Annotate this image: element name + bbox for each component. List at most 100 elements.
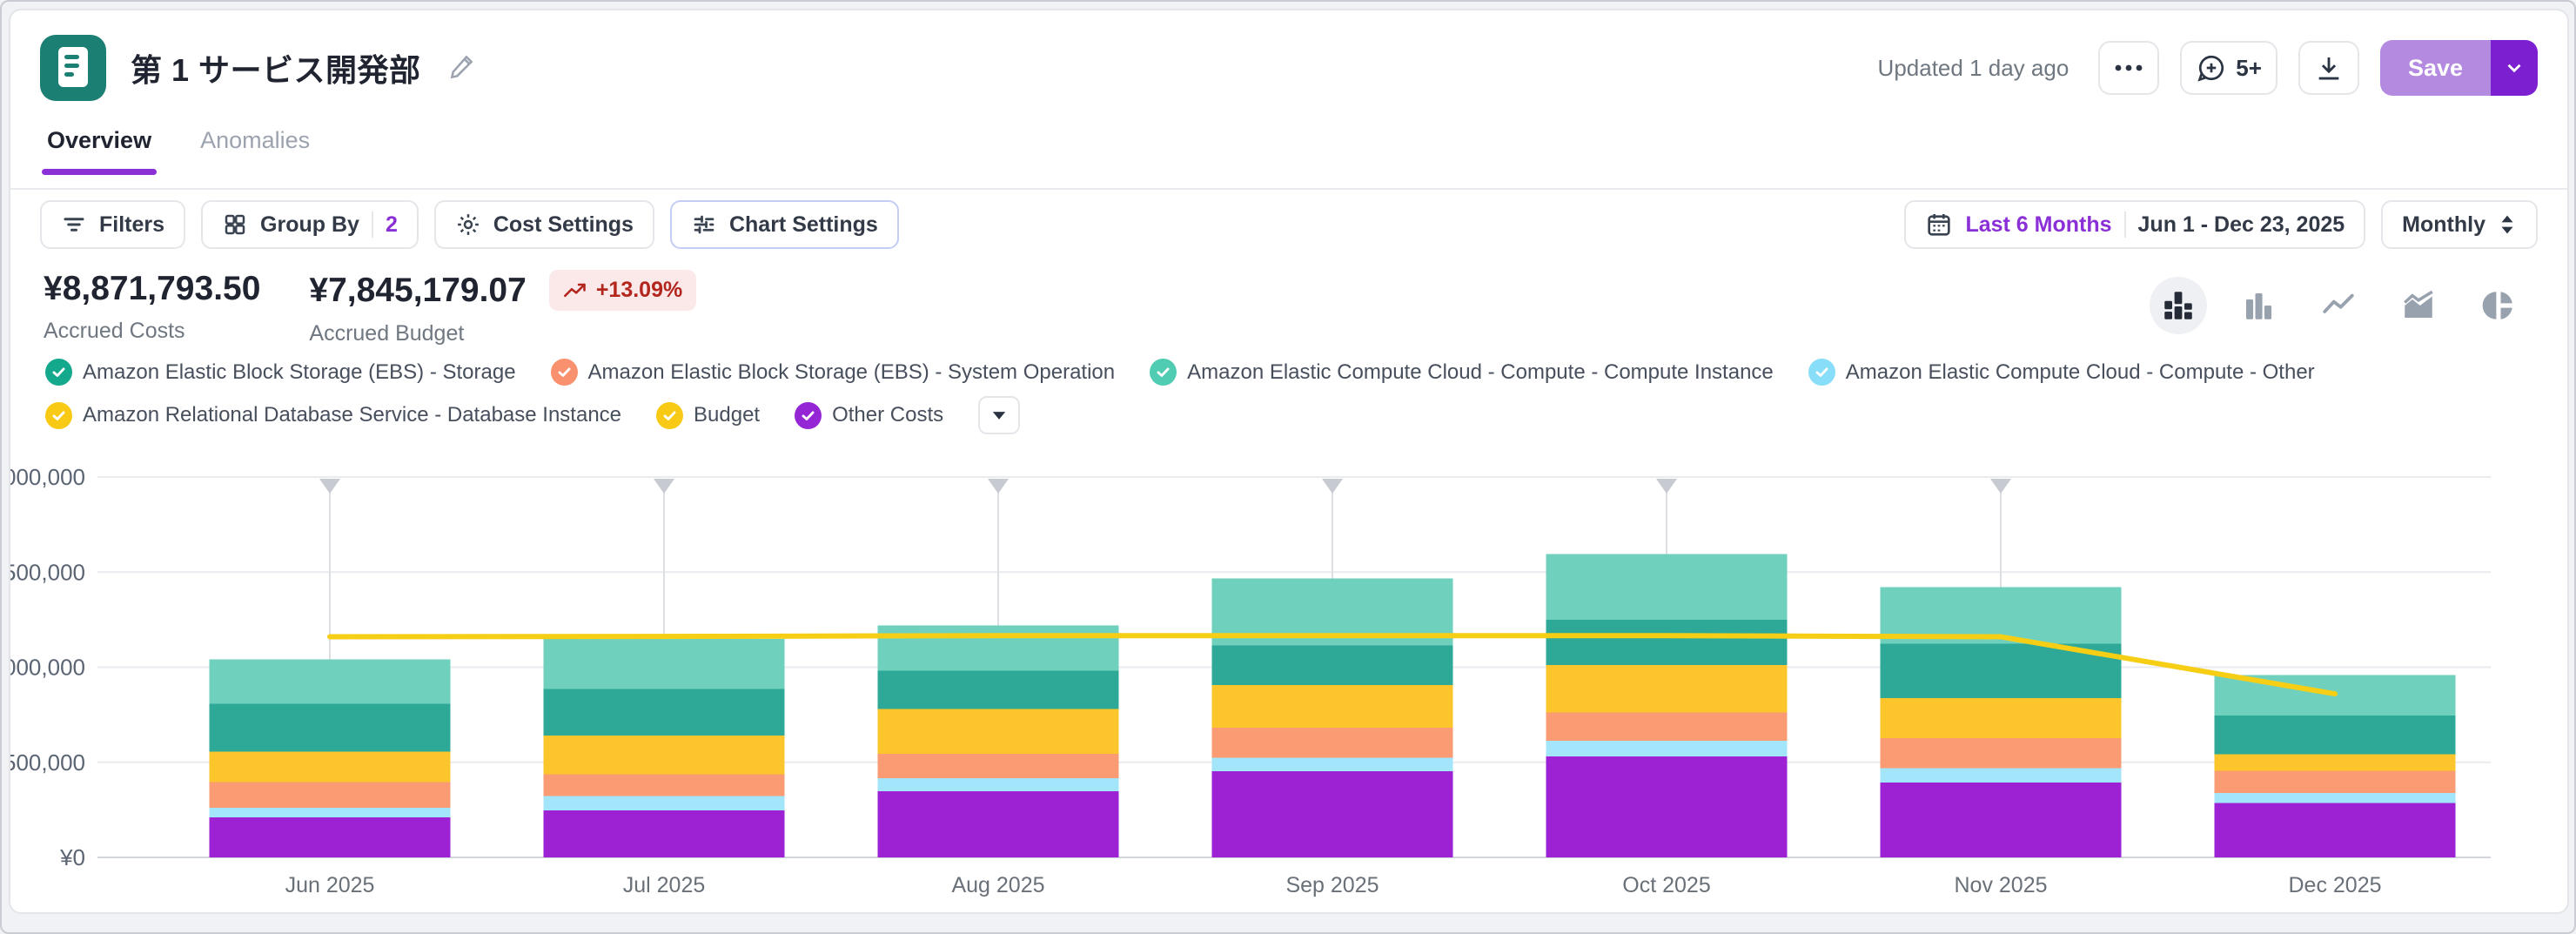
bar-segment[interactable] (1211, 770, 1453, 857)
bar-segment[interactable] (2214, 770, 2456, 794)
bar-chart-button[interactable] (2230, 277, 2287, 334)
tab-anomalies[interactable]: Anomalies (200, 127, 311, 153)
x-axis-label: Jul 2025 (623, 873, 706, 897)
bar-segment[interactable] (543, 689, 785, 736)
month-marker-icon[interactable] (988, 479, 1009, 494)
stacked-bar-chart: ¥0 ¥500,000 ¥1,000,000 ¥1,500,000 ¥2,000,000… (10, 464, 2491, 897)
legend-item[interactable]: Amazon Elastic Compute Cloud - Compute -… (1150, 359, 1774, 386)
pie-chart-button[interactable] (2470, 277, 2527, 334)
bar-segment[interactable] (877, 790, 1119, 857)
bar-segment[interactable] (1211, 645, 1453, 686)
legend-item[interactable]: Budget (656, 401, 760, 429)
bar-segment[interactable] (1880, 738, 2122, 769)
download-icon (2318, 57, 2339, 80)
legend-more-button[interactable] (978, 396, 1021, 434)
bar-segment[interactable] (2214, 803, 2456, 857)
bar-segment[interactable] (2214, 715, 2456, 755)
bar-segment[interactable] (543, 774, 785, 796)
bar-segment[interactable] (1546, 756, 1788, 857)
bar-segment[interactable] (209, 782, 451, 808)
bar-segment[interactable] (1546, 554, 1788, 620)
more-actions-button[interactable] (2098, 41, 2160, 95)
header: 第 1 サービス開発部 (40, 35, 477, 101)
legend-item[interactable]: Amazon Elastic Compute Cloud - Compute -… (1808, 359, 2315, 386)
save-dropdown-button[interactable] (2491, 40, 2538, 96)
budget-delta-badge: +13.09% (548, 270, 697, 311)
line-chart-icon (2323, 293, 2354, 313)
save-button[interactable]: Save (2379, 40, 2491, 96)
sliders-icon (694, 215, 714, 234)
legend-label: Amazon Elastic Compute Cloud - Compute -… (1187, 359, 1774, 384)
legend-row: Amazon Elastic Block Storage (EBS) - Sto… (45, 359, 2315, 386)
bar-segment[interactable] (877, 625, 1119, 671)
bar-segment[interactable] (209, 751, 451, 783)
tab-bar: Overview Anomalies (41, 127, 311, 175)
bar-segment[interactable] (209, 659, 451, 704)
bar-chart-icon (2246, 293, 2272, 319)
bar-segment[interactable] (2214, 754, 2456, 771)
bar-segment[interactable] (1546, 664, 1788, 713)
comment-plus-icon (2197, 55, 2224, 82)
bar-segment[interactable] (1211, 685, 1453, 728)
edit-title-icon[interactable] (447, 51, 477, 85)
bar-segment[interactable] (1880, 697, 2122, 739)
legend-item[interactable]: Other Costs (795, 401, 943, 429)
date-range-button[interactable]: Last 6 Months Jun 1 - Dec 23, 2025 (1904, 200, 2366, 249)
bar-segment[interactable] (2214, 793, 2456, 803)
chart-settings-button[interactable]: Chart Settings (669, 200, 899, 249)
bar-segment[interactable] (1880, 782, 2122, 857)
bar-segment[interactable] (209, 703, 451, 752)
tabs-divider (10, 188, 2567, 190)
legend-item[interactable]: Amazon Elastic Block Storage (EBS) - Sys… (550, 359, 1115, 386)
trend-up-icon (563, 283, 586, 297)
bar-segment[interactable] (1211, 727, 1453, 758)
cost-settings-button[interactable]: Cost Settings (433, 200, 654, 249)
legend-item[interactable]: Amazon Relational Database Service - Dat… (45, 401, 621, 429)
legend-item[interactable]: Amazon Elastic Block Storage (EBS) - Sto… (45, 359, 516, 386)
budget-line[interactable] (327, 633, 2338, 697)
bar-segment[interactable] (877, 777, 1119, 791)
filter-icon (64, 218, 84, 232)
y-axis-label: ¥0 (59, 844, 85, 870)
comments-count: 5+ (2236, 54, 2262, 81)
bar-segment[interactable] (209, 807, 451, 818)
month-marker-icon[interactable] (319, 479, 340, 494)
bar-segment[interactable] (877, 670, 1119, 709)
group-by-button[interactable]: Group By 2 (201, 200, 419, 249)
divider (371, 212, 373, 238)
caret-down-icon (992, 411, 1006, 420)
stacked-bar-icon (2164, 292, 2192, 319)
bar-segment[interactable] (877, 709, 1119, 754)
gear-icon (457, 214, 479, 235)
tab-overview[interactable]: Overview (41, 127, 158, 175)
stacked-bar-chart-button[interactable] (2150, 277, 2207, 334)
accrued-budget-value: ¥7,845,179.07 (309, 271, 527, 309)
chevron-down-icon (2507, 64, 2521, 73)
month-marker-icon[interactable] (654, 479, 674, 494)
legend-label: Amazon Elastic Compute Cloud - Compute -… (1845, 359, 2315, 384)
bar-segment[interactable] (1880, 768, 2122, 783)
kpi-accrued-costs: ¥8,871,793.50 Accrued Costs (44, 270, 260, 346)
bar-segment[interactable] (543, 810, 785, 857)
granularity-select[interactable]: Monthly (2381, 200, 2538, 249)
bar-segment[interactable] (543, 735, 785, 775)
month-marker-icon[interactable] (1990, 479, 2011, 494)
line-chart-button[interactable] (2310, 277, 2367, 334)
bar-segment[interactable] (1546, 619, 1788, 665)
download-button[interactable] (2298, 41, 2359, 95)
filters-button[interactable]: Filters (40, 200, 186, 249)
bar-segment[interactable] (877, 753, 1119, 778)
updated-timestamp: Updated 1 day ago (1877, 54, 2070, 81)
bar-segment[interactable] (1546, 740, 1788, 757)
bar-segment[interactable] (543, 639, 785, 689)
bar-segment[interactable] (1211, 757, 1453, 771)
month-marker-icon[interactable] (1656, 479, 1677, 494)
dashboard-card: 第 1 サービス開発部 Updated 1 day ago 5+ (9, 9, 2569, 914)
bar-segment[interactable] (209, 817, 451, 857)
month-marker-icon[interactable] (1322, 479, 1343, 494)
bar-segment[interactable] (543, 796, 785, 811)
bar-segment[interactable] (1546, 712, 1788, 741)
page-title: 第 1 サービス開発部 (131, 52, 421, 88)
area-chart-button[interactable] (2390, 277, 2447, 334)
comments-button[interactable]: 5+ (2180, 41, 2277, 95)
